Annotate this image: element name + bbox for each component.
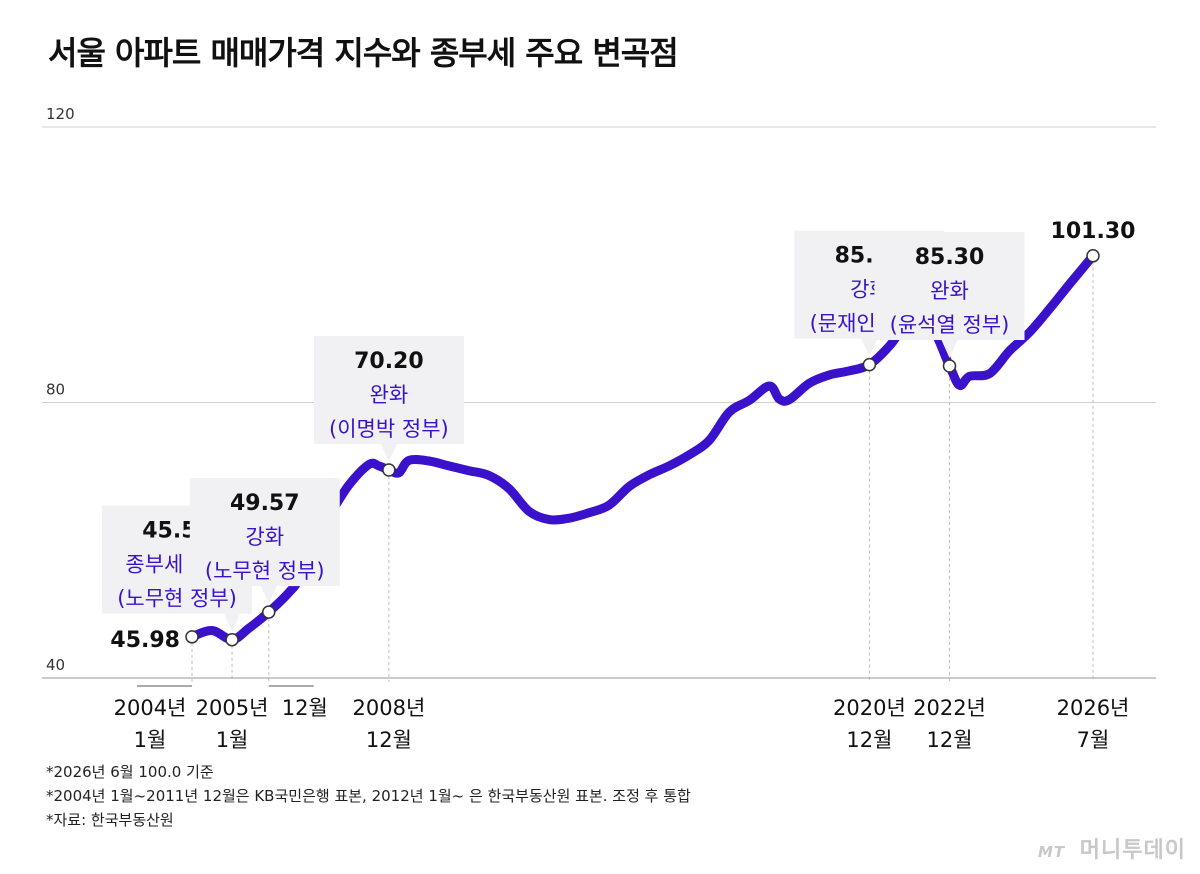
- x-tick-label: 2026년: [1057, 696, 1130, 720]
- callout-label: (윤석열 정부): [890, 313, 1010, 337]
- data-point: [262, 605, 276, 619]
- x-tick-label: 12월: [366, 728, 412, 752]
- x-tick-label: 12월: [926, 728, 972, 752]
- x-tick-label: 2005년: [196, 696, 269, 720]
- data-point: [942, 359, 957, 373]
- y-tick-label: 120: [46, 105, 75, 123]
- callout-value: 70.20: [354, 349, 424, 374]
- data-point: [185, 630, 199, 644]
- data-point: [382, 463, 396, 477]
- callout-pointer: [260, 586, 277, 605]
- footnotes: *2026년 6월 100.0 기준 *2004년 1월~2011년 12월은 …: [46, 760, 691, 832]
- footnote-base: *2026년 6월 100.0 기준: [46, 763, 214, 781]
- callout-label: (이명박 정부): [329, 417, 449, 441]
- callout-label: 강화: [245, 525, 284, 549]
- value-label: 101.30: [1051, 219, 1136, 244]
- callout-pointer: [224, 613, 241, 632]
- x-tick-label: 2022년: [913, 696, 986, 720]
- callout-pointer: [380, 443, 397, 462]
- callout-label: (노무현 정부): [117, 587, 237, 611]
- callout-box: [189, 478, 340, 587]
- value-label: 45.98: [110, 628, 180, 653]
- callout-label: 완화: [930, 279, 969, 303]
- y-tick-label: 40: [46, 656, 65, 674]
- x-tick-label: 12월: [282, 696, 328, 720]
- footnote-source: *자료: 한국부동산원: [46, 811, 174, 829]
- callout-label: (노무현 정부): [205, 559, 325, 583]
- callout-value: 49.57: [230, 491, 300, 516]
- callout-box: [313, 335, 464, 444]
- data-point: [225, 632, 239, 647]
- x-tick-label: 2004년: [114, 696, 187, 720]
- y-tick-label: 80: [46, 381, 65, 399]
- x-tick-label: 2020년: [833, 696, 906, 720]
- callout-label: 완화: [370, 383, 409, 407]
- callout-pointer: [941, 339, 958, 358]
- x-tick-label: 1월: [134, 728, 167, 752]
- chart-title: 서울 아파트 매매가격 지수와 종부세 주요 변곡점: [48, 34, 679, 72]
- callout-pointer: [861, 338, 878, 357]
- footnote-sample: *2004년 1월~2011년 12월은 KB국민은행 표본, 2012년 1월…: [46, 787, 691, 805]
- x-tick-label: 2008년: [353, 696, 426, 720]
- x-tick-label: 7월: [1077, 728, 1110, 752]
- watermark-mark: MT: [1037, 843, 1066, 861]
- data-point: [1086, 249, 1100, 263]
- x-tick-label: 12월: [846, 728, 892, 752]
- data-point: [862, 357, 877, 372]
- watermark-text: 머니투데이: [1079, 838, 1186, 863]
- x-tick-label: 1월: [216, 728, 249, 752]
- watermark-logo: MT 머니투데이: [1038, 832, 1186, 864]
- callout-box: [874, 231, 1025, 340]
- callout-value: 85.30: [915, 245, 985, 270]
